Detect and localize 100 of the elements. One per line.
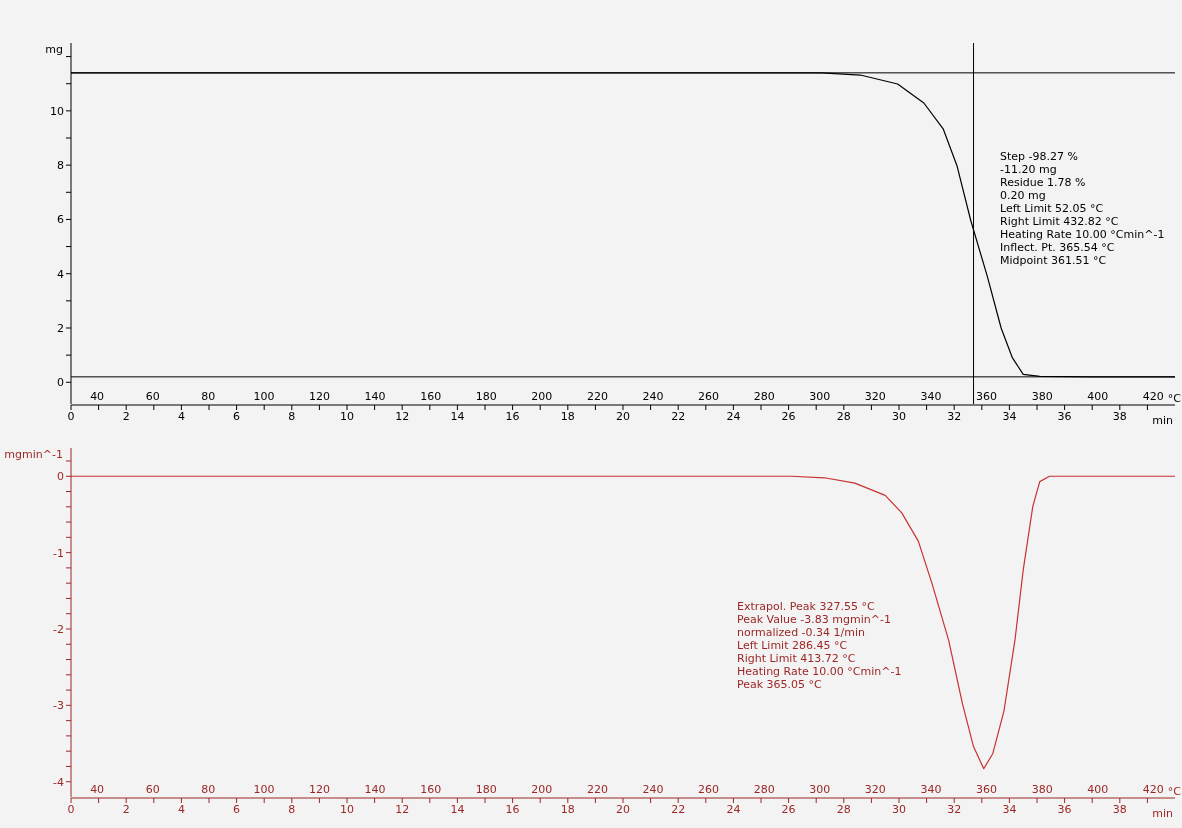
x-tick-label: 4 [177, 802, 185, 816]
annotation: Extrapol. Peak 327.55 °C [737, 600, 876, 613]
x2-tick-label: 400 [1087, 390, 1109, 403]
x-tick-label: 8 [288, 802, 296, 816]
annotation: Residue 1.78 % [1000, 176, 1087, 189]
x2-tick-label: 140 [364, 783, 386, 796]
annotation: Heating Rate 10.00 °Cmin^-1 [737, 665, 902, 678]
x-tick-label: 10 [340, 409, 354, 423]
x-axis-title: min [1152, 807, 1174, 820]
x2-tick-label: 180 [475, 390, 497, 403]
y-tick-label: -3 [53, 699, 64, 713]
x-tick-label: 20 [616, 802, 630, 816]
y-tick-label: -2 [53, 622, 64, 636]
x2-tick-label: 40 [90, 390, 105, 403]
y-tick-label: -4 [53, 775, 64, 789]
annotation: Inflect. Pt. 365.54 °C [1000, 241, 1116, 254]
x2-tick-label: 320 [864, 390, 886, 403]
x2-tick-label: 80 [201, 390, 216, 403]
x-tick-label: 26 [781, 409, 796, 423]
x2-tick-label: 120 [308, 390, 330, 403]
annotation: Left Limit 286.45 °C [737, 639, 849, 652]
y-tick-label: 4 [57, 267, 64, 281]
x-tick-label: 36 [1057, 802, 1072, 816]
x-tick-label: 4 [177, 409, 185, 423]
y-axis-title: mgmin^-1 [4, 448, 63, 461]
x2-tick-label: 300 [809, 783, 831, 796]
x-tick-label: 32 [947, 409, 962, 423]
x-tick-label: 10 [340, 802, 354, 816]
x2-tick-label: 240 [642, 390, 664, 403]
x2-tick-label: 220 [586, 783, 608, 796]
annotation: Heating Rate 10.00 °Cmin^-1 [1000, 228, 1165, 241]
annotation: Right Limit 413.72 °C [737, 652, 857, 665]
y-tick-label: 8 [57, 159, 64, 173]
x2-tick-label: 100 [253, 390, 275, 403]
x2-tick-label: 60 [145, 783, 160, 796]
x-tick-label: 34 [1002, 802, 1017, 816]
x2-tick-label: 200 [531, 390, 553, 403]
x-tick-label: 22 [671, 802, 686, 816]
x-tick-label: 2 [122, 409, 130, 423]
x2-tick-label: 60 [145, 390, 160, 403]
x2-tick-label: 260 [698, 390, 720, 403]
x2-tick-label: 400 [1087, 783, 1109, 796]
x-tick-label: 28 [836, 409, 851, 423]
annotation: Midpoint 361.51 °C [1000, 254, 1108, 267]
x2-axis-title: °C [1167, 785, 1182, 798]
x-tick-label: 28 [836, 802, 851, 816]
x-tick-label: 38 [1112, 802, 1127, 816]
x2-tick-label: 160 [420, 783, 442, 796]
x2-tick-label: 100 [253, 783, 275, 796]
x-tick-label: 18 [560, 802, 575, 816]
x2-tick-label: 320 [864, 783, 886, 796]
x2-tick-label: 160 [420, 390, 442, 403]
x-tick-label: 6 [233, 802, 241, 816]
x-tick-label: 14 [450, 409, 465, 423]
x2-tick-label: 420 [1142, 783, 1164, 796]
x2-axis-title: °C [1167, 392, 1182, 405]
x-tick-label: 30 [892, 409, 906, 423]
annotation: normalized -0.34 1/min [737, 626, 867, 639]
x-tick-label: 34 [1002, 409, 1017, 423]
y-tick-label: 0 [57, 376, 64, 390]
x-tick-label: 20 [616, 409, 630, 423]
annotation: -11.20 mg [1000, 163, 1058, 176]
x2-tick-label: 280 [753, 390, 775, 403]
x-tick-label: 6 [233, 409, 241, 423]
x-tick-label: 14 [450, 802, 465, 816]
x2-tick-label: 260 [698, 783, 720, 796]
x2-tick-label: 360 [976, 783, 998, 796]
annotation: Left Limit 52.05 °C [1000, 202, 1105, 215]
x2-tick-label: 220 [586, 390, 608, 403]
x2-tick-label: 40 [90, 783, 105, 796]
x2-tick-label: 300 [809, 390, 831, 403]
x-tick-label: 22 [671, 409, 686, 423]
x2-tick-label: 200 [531, 783, 553, 796]
x2-tick-label: 420 [1142, 390, 1164, 403]
annotation: Step -98.27 % [1000, 150, 1079, 163]
x2-tick-label: 380 [1031, 783, 1053, 796]
y-tick-label: 10 [50, 104, 64, 118]
x-tick-label: 12 [395, 409, 410, 423]
x-tick-label: 2 [122, 802, 130, 816]
y-tick-label: 0 [57, 470, 64, 484]
y-tick-label: 2 [57, 321, 64, 335]
annotation: Right Limit 432.82 °C [1000, 215, 1120, 228]
x-axis-title: min [1152, 414, 1174, 427]
x2-tick-label: 280 [753, 783, 775, 796]
x2-tick-label: 340 [920, 783, 942, 796]
annotation: Peak 365.05 °C [737, 678, 823, 691]
x-tick-label: 30 [892, 802, 906, 816]
x2-tick-label: 240 [642, 783, 664, 796]
x2-tick-label: 120 [308, 783, 330, 796]
x-tick-label: 18 [560, 409, 575, 423]
x-tick-label: 36 [1057, 409, 1072, 423]
x2-tick-label: 360 [976, 390, 998, 403]
x-tick-label: 0 [67, 802, 75, 816]
x-tick-label: 24 [726, 409, 741, 423]
x-tick-label: 0 [67, 409, 75, 423]
x-tick-label: 38 [1112, 409, 1127, 423]
x2-tick-label: 380 [1031, 390, 1053, 403]
x2-tick-label: 180 [475, 783, 497, 796]
x-tick-label: 8 [288, 409, 296, 423]
x-tick-label: 12 [395, 802, 410, 816]
